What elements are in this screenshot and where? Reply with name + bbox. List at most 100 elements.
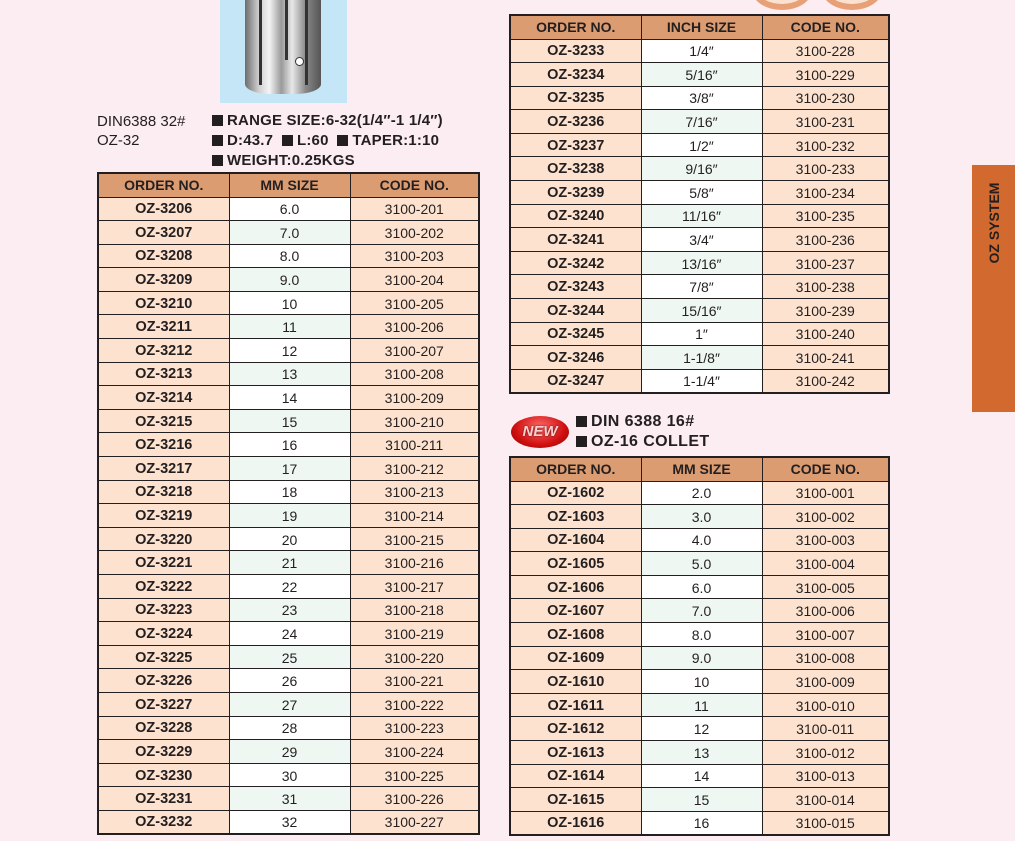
- order-no-cell: OZ-3225: [97, 644, 230, 670]
- table-row: OZ-1611 11 3100-010: [509, 692, 890, 718]
- collet-photo: [220, 0, 347, 103]
- order-no-cell: OZ-1606: [509, 574, 642, 600]
- size-cell: 13: [640, 740, 763, 765]
- table-row: OZ-3246 1-1/8″ 3100-241: [509, 345, 890, 370]
- code-no-cell: 3100-213: [349, 479, 480, 505]
- order-no-cell: OZ-3207: [97, 220, 230, 245]
- code-no-cell: 3100-013: [761, 763, 890, 789]
- size-cell: 5/16″: [640, 62, 763, 87]
- order-no-cell: OZ-3238: [509, 156, 642, 182]
- size-cell: 1-1/4″: [640, 368, 763, 394]
- column-header: CODE NO.: [349, 172, 480, 198]
- column-header: MM SIZE: [640, 456, 763, 482]
- bullet-square-icon: [212, 155, 223, 166]
- table-row: OZ-3218 18 3100-213: [97, 479, 480, 505]
- column-header: CODE NO.: [761, 14, 890, 40]
- code-no-cell: 3100-231: [761, 109, 890, 134]
- table-row: OZ-1616 16 3100-015: [509, 810, 890, 836]
- collet-slot: [259, 0, 262, 85]
- size-cell: 14: [640, 763, 763, 789]
- bullet-square-icon: [212, 135, 223, 146]
- size-cell: 27: [228, 691, 351, 717]
- size-cell: 12: [228, 338, 351, 363]
- order-no-cell: OZ-1605: [509, 551, 642, 576]
- column-header: CODE NO.: [761, 456, 890, 482]
- table-row: OZ-3244 15/16″ 3100-239: [509, 298, 890, 323]
- size-cell: 9/16″: [640, 156, 763, 182]
- table-row: OZ-1610 10 3100-009: [509, 669, 890, 694]
- code-no-cell: 3100-007: [761, 622, 890, 647]
- order-no-cell: OZ-3232: [97, 809, 230, 835]
- code-no-cell: 3100-229: [761, 62, 890, 87]
- column-header: ORDER NO.: [509, 14, 642, 40]
- size-cell: 14: [228, 385, 351, 410]
- order-no-cell: OZ-3236: [509, 109, 642, 134]
- order-no-cell: OZ-3231: [97, 786, 230, 811]
- bullet-square-icon: [337, 135, 349, 146]
- order-no-cell: OZ-3226: [97, 668, 230, 693]
- bullet-square-icon: [576, 416, 587, 427]
- size-cell: 32: [228, 809, 351, 835]
- table-header-row: ORDER NO. INCH SIZE CODE NO.: [509, 14, 890, 40]
- size-cell: 1-1/8″: [640, 345, 763, 370]
- table-row: OZ-3219 19 3100-214: [97, 503, 480, 528]
- size-cell: 3/4″: [640, 227, 763, 252]
- collet-image: [245, 0, 321, 94]
- order-no-cell: OZ-3245: [509, 321, 642, 347]
- size-cell: 15/16″: [640, 298, 763, 323]
- size-cell: 7/8″: [640, 274, 763, 300]
- table-row: OZ-3231 31 3100-226: [97, 786, 480, 811]
- column-header: INCH SIZE: [640, 14, 763, 40]
- code-no-cell: 3100-240: [761, 321, 890, 347]
- code-no-cell: 3100-001: [761, 480, 890, 506]
- table-row: OZ-3211 11 3100-206: [97, 314, 480, 340]
- code-no-cell: 3100-230: [761, 85, 890, 111]
- table-row: OZ-3214 14 3100-209: [97, 385, 480, 410]
- table-header-row: ORDER NO. MM SIZE CODE NO.: [97, 172, 480, 198]
- table-row: OZ-3226 26 3100-221: [97, 668, 480, 693]
- size-cell: 8.0: [640, 622, 763, 647]
- order-no-cell: OZ-1602: [509, 480, 642, 506]
- size-cell: 1/4″: [640, 38, 763, 64]
- column-header: ORDER NO.: [509, 456, 642, 482]
- size-cell: 29: [228, 739, 351, 764]
- spec-weight: WEIGHT:0.25KGS: [227, 152, 355, 169]
- order-no-cell: OZ-3213: [97, 361, 230, 387]
- size-cell: 1″: [640, 321, 763, 347]
- size-cell: 25: [228, 644, 351, 670]
- table-row: OZ-3215 15 3100-210: [97, 408, 480, 434]
- order-no-cell: OZ-1612: [509, 716, 642, 742]
- size-cell: 7.0: [228, 220, 351, 245]
- size-cell: 6.0: [640, 574, 763, 600]
- code-no-cell: 3100-216: [349, 550, 480, 575]
- order-no-cell: OZ-3235: [509, 85, 642, 111]
- order-no-cell: OZ-1615: [509, 787, 642, 812]
- oz32-inch-table: ORDER NO. INCH SIZE CODE NO. OZ-3233 1/4″ 310…: [509, 14, 890, 394]
- column-header: ORDER NO.: [97, 172, 230, 198]
- oz16-title: DIN 6388 16# OZ-16 COLLET: [576, 412, 710, 452]
- order-no-cell: OZ-3223: [97, 597, 230, 623]
- code-no-cell: 3100-237: [761, 250, 890, 276]
- size-cell: 1/2″: [640, 132, 763, 158]
- order-no-cell: OZ-1614: [509, 763, 642, 789]
- order-no-cell: OZ-3209: [97, 267, 230, 292]
- code-no-cell: 3100-005: [761, 574, 890, 600]
- code-no-cell: 3100-238: [761, 274, 890, 300]
- table-row: OZ-1615 15 3100-014: [509, 787, 890, 812]
- code-no-cell: 3100-003: [761, 527, 890, 553]
- order-no-cell: OZ-3208: [97, 243, 230, 269]
- code-no-cell: 3100-204: [349, 267, 480, 292]
- table-row: OZ-1614 14 3100-013: [509, 763, 890, 789]
- code-no-cell: 3100-234: [761, 180, 890, 205]
- code-no-cell: 3100-010: [761, 692, 890, 718]
- table-row: OZ-1607 7.0 3100-006: [509, 598, 890, 624]
- order-no-cell: OZ-3224: [97, 621, 230, 646]
- table-row: OZ-3230 30 3100-225: [97, 762, 480, 788]
- order-no-cell: OZ-3219: [97, 503, 230, 528]
- order-no-cell: OZ-1616: [509, 810, 642, 836]
- collet-hole: [295, 57, 304, 66]
- model-name: OZ-32: [97, 132, 140, 149]
- column-header: MM SIZE: [228, 172, 351, 198]
- order-no-cell: OZ-3243: [509, 274, 642, 300]
- code-no-cell: 3100-203: [349, 243, 480, 269]
